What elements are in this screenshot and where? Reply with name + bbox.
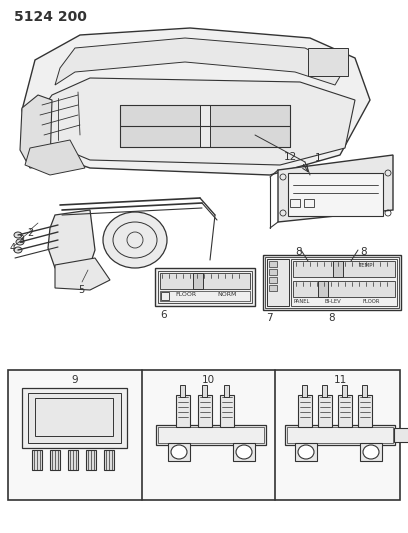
Bar: [155, 268, 255, 306]
Bar: [362, 385, 367, 397]
Text: 9: 9: [72, 375, 78, 385]
Bar: [293, 261, 395, 277]
Polygon shape: [22, 28, 370, 175]
Polygon shape: [55, 38, 345, 85]
Text: TEMP: TEMP: [358, 263, 373, 268]
Ellipse shape: [363, 445, 379, 459]
Bar: [394, 428, 408, 442]
Bar: [160, 291, 250, 301]
Bar: [269, 285, 277, 291]
Bar: [210, 105, 290, 147]
Text: 8: 8: [328, 313, 335, 323]
Bar: [104, 450, 114, 470]
Bar: [285, 425, 395, 445]
Bar: [160, 273, 250, 289]
Text: 6: 6: [160, 310, 166, 320]
Text: 7: 7: [266, 313, 273, 323]
Bar: [158, 271, 252, 303]
Bar: [198, 395, 212, 427]
Polygon shape: [38, 78, 355, 165]
Bar: [322, 385, 327, 397]
Bar: [265, 257, 399, 308]
Ellipse shape: [14, 247, 22, 253]
Bar: [269, 277, 277, 283]
Text: BI-LEV: BI-LEV: [325, 299, 341, 304]
Text: FLOOR: FLOOR: [175, 292, 196, 297]
Bar: [295, 443, 317, 461]
Bar: [50, 450, 60, 470]
Text: 8: 8: [295, 247, 302, 257]
Bar: [302, 385, 307, 397]
Bar: [263, 255, 401, 310]
Bar: [161, 292, 169, 300]
Bar: [22, 388, 127, 448]
Bar: [342, 385, 347, 397]
Polygon shape: [48, 210, 95, 268]
Bar: [168, 443, 190, 461]
Bar: [158, 427, 264, 443]
Bar: [233, 443, 255, 461]
Bar: [193, 273, 203, 289]
Bar: [318, 395, 332, 427]
Text: 4: 4: [10, 243, 16, 253]
Text: FLOOR: FLOOR: [362, 299, 380, 304]
Bar: [68, 450, 78, 470]
Bar: [269, 269, 277, 275]
Text: 5: 5: [78, 285, 84, 295]
Bar: [180, 385, 185, 397]
Polygon shape: [25, 140, 85, 175]
Bar: [176, 395, 190, 427]
Text: 2: 2: [27, 228, 33, 238]
Text: NORM: NORM: [217, 292, 237, 297]
Bar: [288, 173, 383, 216]
Bar: [318, 281, 328, 297]
Bar: [304, 199, 314, 207]
Bar: [220, 395, 234, 427]
Text: 8: 8: [360, 247, 367, 257]
Bar: [120, 105, 200, 147]
Bar: [358, 395, 372, 427]
Ellipse shape: [14, 232, 22, 238]
Bar: [298, 395, 312, 427]
Bar: [293, 281, 395, 297]
Bar: [287, 427, 393, 443]
Ellipse shape: [298, 445, 314, 459]
Text: PANEL: PANEL: [293, 299, 309, 304]
Text: 3: 3: [18, 235, 24, 245]
Polygon shape: [20, 95, 52, 168]
Text: 12: 12: [284, 152, 297, 162]
Ellipse shape: [16, 239, 24, 245]
Bar: [35, 398, 113, 436]
Bar: [338, 395, 352, 427]
Bar: [224, 385, 229, 397]
Bar: [28, 393, 121, 443]
Bar: [269, 261, 277, 267]
Bar: [360, 443, 382, 461]
Polygon shape: [278, 155, 393, 222]
Text: 11: 11: [333, 375, 347, 385]
Bar: [86, 450, 96, 470]
Text: 5124 200: 5124 200: [14, 10, 87, 24]
Bar: [32, 450, 42, 470]
Bar: [202, 385, 207, 397]
Bar: [267, 259, 289, 306]
Text: 10: 10: [202, 375, 215, 385]
Polygon shape: [55, 258, 110, 290]
Bar: [308, 48, 348, 76]
Bar: [8, 370, 400, 500]
Ellipse shape: [236, 445, 252, 459]
Bar: [156, 425, 266, 445]
Ellipse shape: [171, 445, 187, 459]
Bar: [291, 259, 397, 306]
Ellipse shape: [103, 212, 167, 268]
Text: 1: 1: [315, 153, 322, 163]
Bar: [290, 199, 300, 207]
Bar: [333, 261, 343, 277]
